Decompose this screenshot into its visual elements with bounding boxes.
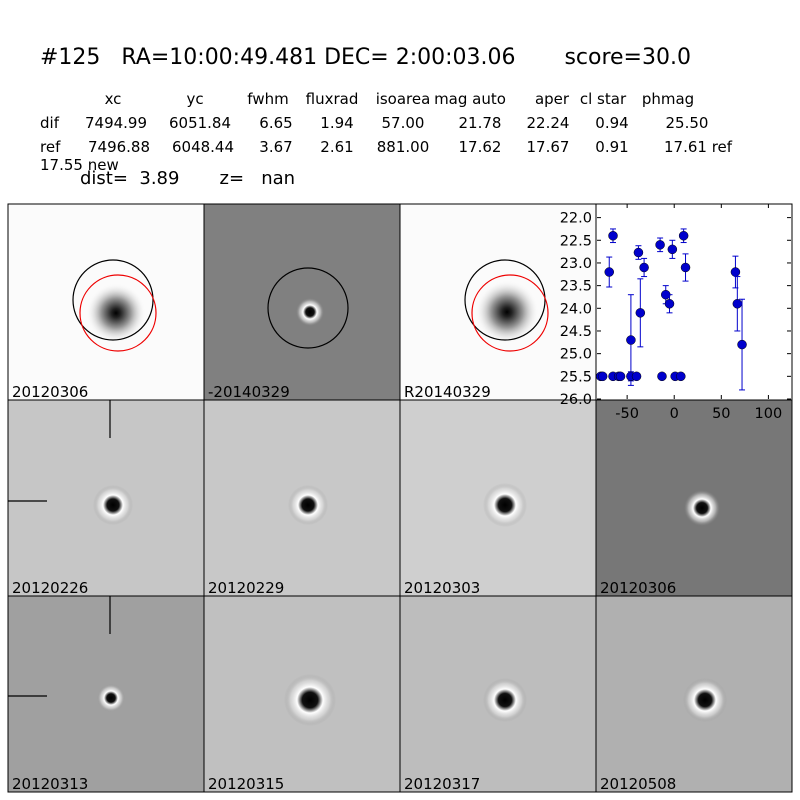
column-header: fwhm	[247, 90, 288, 108]
panel-labels: 20120306 -20140329 R20140329 20120226 201202…	[12, 383, 676, 793]
cell: 6051.84	[169, 114, 231, 132]
row-label: ref	[40, 138, 61, 156]
cell: 57.00	[382, 114, 425, 132]
panel-label: R20140329	[404, 383, 491, 401]
light-curve: 22.0 22.5 23.0 23.5 24.0 24.5 25.0 25.5 26.0 -50 0…	[560, 204, 791, 422]
crosshair	[8, 400, 111, 697]
point	[680, 262, 691, 273]
cell: 0.94	[595, 114, 628, 132]
y-tick-label: 24.5	[560, 324, 592, 340]
point	[730, 267, 741, 277]
star	[483, 483, 527, 527]
point	[631, 371, 642, 382]
cell: 21.78	[459, 114, 502, 132]
point	[737, 339, 747, 350]
point	[664, 299, 675, 309]
star	[684, 490, 720, 526]
y-tick-label: 25.5	[560, 369, 592, 385]
y-tick-label: 26.0	[560, 392, 592, 408]
plot-bg	[596, 204, 792, 400]
star	[97, 684, 125, 712]
cell: 6.65	[259, 114, 292, 132]
panel-label: 20120508	[600, 775, 676, 793]
cell: 25.50	[666, 114, 709, 132]
circle	[267, 267, 349, 349]
circle	[464, 259, 546, 341]
cell: 7496.88	[88, 138, 150, 156]
panel-borders	[7, 203, 793, 793]
panel-label: 20120317	[404, 775, 480, 793]
column-header: aper	[535, 90, 570, 108]
column-header: yc	[186, 90, 203, 108]
cell: 3.67	[259, 138, 292, 156]
cell: 17.61 ref	[664, 138, 733, 156]
star	[483, 678, 527, 722]
title: #125 RA=10:00:49.481 DEC= 2:00:03.06 sco…	[40, 45, 691, 70]
table: xc yc fwhm fluxrad isoarea mag auto aper cl sta…	[40, 90, 733, 156]
cell: 22.24	[527, 114, 570, 132]
dist: dist= 3.89 z= nan	[80, 168, 295, 189]
panels	[7, 203, 793, 793]
point	[635, 308, 646, 318]
star	[475, 280, 539, 344]
row-label: dif	[40, 114, 60, 132]
panel-label: 20120306	[12, 383, 88, 401]
x-tick-label: -50	[615, 406, 639, 422]
point	[608, 230, 618, 241]
x-tick-label: 0	[670, 406, 679, 422]
y-tick-label: 22.0	[560, 211, 592, 227]
column-header: mag auto	[434, 90, 506, 108]
cell: 6048.44	[172, 138, 234, 156]
column-header: fluxrad	[306, 90, 359, 108]
panel-label: 20120303	[404, 579, 480, 597]
point	[676, 371, 686, 382]
panel-label: -20140329	[208, 383, 290, 401]
star	[288, 485, 328, 525]
point	[667, 244, 678, 255]
star	[284, 674, 336, 726]
point	[615, 371, 626, 382]
x-tick-label: 50	[712, 406, 730, 422]
extra: 17.55 new	[40, 156, 119, 174]
cell: 17.67	[527, 138, 570, 156]
column-header: phmag	[642, 90, 694, 108]
star	[86, 283, 146, 343]
star	[296, 298, 324, 326]
cell: 2.61	[320, 138, 353, 156]
panel-label: 20120315	[208, 775, 284, 793]
cell: 1.94	[320, 114, 353, 132]
point	[604, 267, 614, 277]
x-tick-label: 100	[755, 406, 783, 422]
y-tick-label: 25.0	[560, 347, 592, 363]
panel-label: 20120226	[12, 579, 88, 597]
column-header: xc	[105, 90, 122, 108]
point	[732, 299, 743, 309]
panel-label: 20120313	[12, 775, 88, 793]
star	[93, 485, 133, 525]
panel-label: 20120229	[208, 579, 284, 597]
cell: 17.62	[459, 138, 502, 156]
y-tick-label: 22.5	[560, 233, 592, 249]
y-tick-label: 23.5	[560, 279, 592, 295]
point	[633, 247, 644, 258]
point	[657, 371, 667, 382]
cell: 7494.99	[85, 114, 147, 132]
circle	[79, 274, 157, 352]
point	[626, 335, 636, 345]
y-tick-label: 23.0	[560, 256, 592, 272]
column-header: isoarea	[376, 90, 431, 108]
point	[597, 371, 608, 382]
y-tick-label: 24.0	[560, 301, 592, 317]
column-header: cl star	[580, 90, 627, 108]
star	[683, 678, 727, 722]
cell: 881.00	[377, 138, 430, 156]
panel-label: 20120306	[600, 579, 676, 597]
circle	[72, 259, 154, 341]
cell: 0.91	[595, 138, 628, 156]
point	[639, 262, 649, 273]
point	[678, 230, 689, 241]
point	[655, 240, 665, 250]
circle	[471, 274, 549, 352]
